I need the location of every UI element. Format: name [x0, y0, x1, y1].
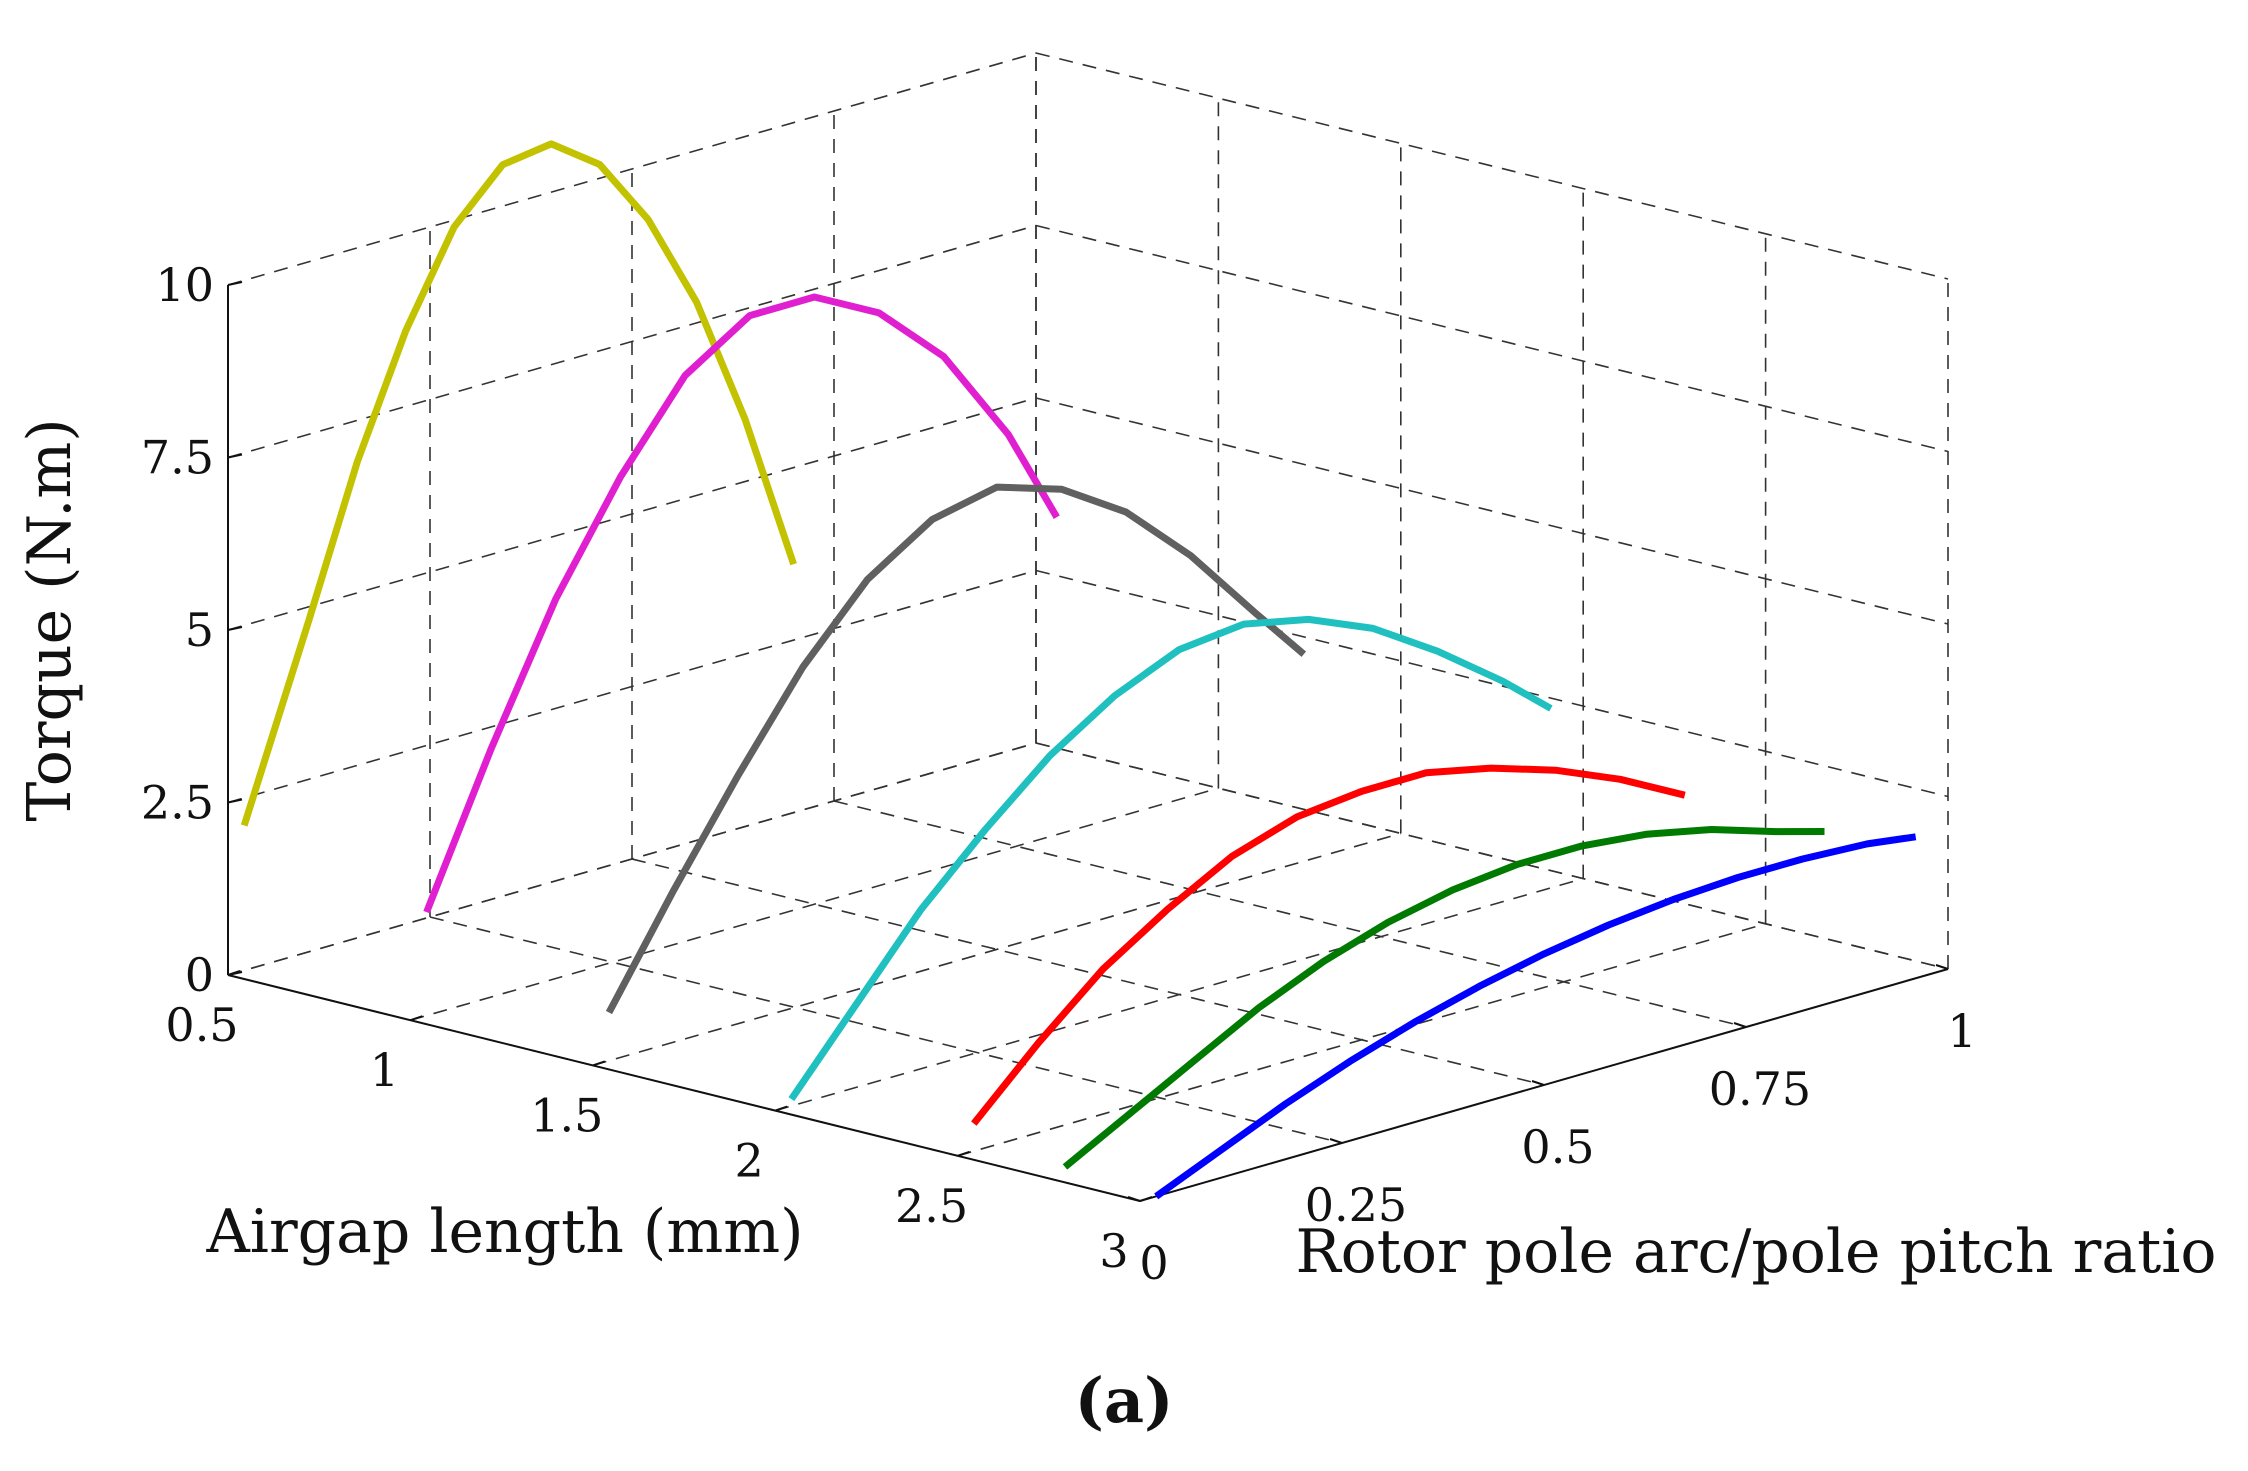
series-layer	[240, 140, 1917, 1200]
x-tick-label: 3	[1099, 1224, 1128, 1278]
panel-label: (a)	[1075, 1364, 1174, 1437]
grid-line	[227, 52, 1037, 286]
z-tick-label: 5	[185, 603, 214, 657]
x-tick-label: 2	[735, 1134, 764, 1188]
grid-line	[1035, 742, 1949, 970]
y-tick	[1733, 1022, 1747, 1028]
z-tick-label: 7.5	[141, 431, 214, 485]
grid-line	[631, 858, 1545, 1086]
z-tick-label: 0	[185, 948, 214, 1002]
x-tick-label: 2.5	[895, 1179, 968, 1233]
y-axis-label: Rotor pole arc/pole pitch ratio	[1295, 1217, 2216, 1287]
y-tick	[1329, 1138, 1343, 1144]
y-tick-label: 0.75	[1709, 1062, 1811, 1116]
x-tick-label: 1.5	[530, 1088, 603, 1142]
y-tick-label: 0	[1139, 1236, 1168, 1290]
x-tick-label: 0.5	[165, 998, 238, 1052]
x-axis-line	[227, 974, 1141, 1202]
z-tick-label: 10	[155, 258, 214, 312]
z-axis-label: Torque (N.m)	[15, 418, 85, 821]
grid-line	[833, 800, 1747, 1028]
series-line-gray	[605, 483, 1307, 1015]
y-tick-label: 1	[1947, 1004, 1976, 1058]
grid-line	[1035, 52, 1949, 280]
x-tick	[774, 1105, 788, 1112]
x-axis-label: Airgap length (mm)	[205, 1197, 803, 1267]
x-tick-label: 1	[370, 1043, 399, 1097]
z-tick	[227, 798, 243, 804]
grid-layer	[227, 52, 1949, 1202]
x-tick	[592, 1060, 606, 1067]
y-tick-label: 0.25	[1305, 1178, 1407, 1232]
grid-line	[410, 787, 1219, 1021]
axes-layer	[227, 281, 1949, 1202]
y-tick	[1935, 964, 1949, 970]
x-tick	[1139, 1196, 1153, 1202]
z-tick	[227, 626, 243, 631]
x-tick	[957, 1150, 970, 1157]
x-tick	[227, 970, 241, 976]
series-line-magenta	[423, 293, 1060, 914]
grid-line	[1035, 397, 1949, 625]
series-line-red	[971, 764, 1686, 1126]
y-tick-label: 0.5	[1521, 1120, 1594, 1174]
grid-line	[1035, 224, 1949, 453]
y-tick	[1127, 1196, 1141, 1202]
series-line-blue	[1154, 833, 1917, 1200]
grid-line	[592, 832, 1402, 1067]
grid-line	[429, 916, 1343, 1144]
series-line-yellow	[240, 140, 797, 827]
series-line-green	[1062, 826, 1825, 1170]
z-tick	[227, 281, 243, 286]
z-tick	[227, 453, 243, 459]
x-tick	[410, 1015, 423, 1022]
y-tick	[1531, 1080, 1545, 1086]
grid-line	[1035, 569, 1949, 798]
z-tick-label: 2.5	[141, 776, 214, 830]
series-line-cyan	[788, 615, 1553, 1102]
